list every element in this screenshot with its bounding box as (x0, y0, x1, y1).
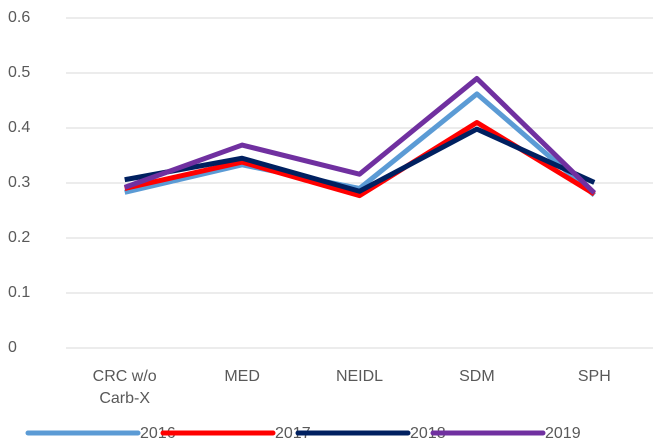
line-series (123, 76, 597, 195)
x-tick-label: SPH (577, 368, 611, 385)
y-tick-label: 0.1 (8, 284, 30, 301)
legend-label: 2017 (275, 425, 311, 442)
x-tick-label: NEIDL (335, 368, 384, 385)
legend-label: 2016 (140, 425, 176, 442)
legend-label: 2019 (545, 425, 581, 442)
x-tick-label: CRC w/o Carb-X (92, 368, 157, 407)
line-series (124, 126, 596, 194)
y-tick-label: 0.2 (8, 229, 30, 246)
y-tick-label: 0.3 (8, 174, 30, 191)
legend-label: 2018 (410, 425, 446, 442)
line-series (124, 91, 596, 197)
y-tick-label: 0 (8, 339, 17, 356)
y-tick-label: 0.5 (8, 64, 30, 81)
x-tick-label: MED (224, 368, 260, 385)
x-tick-label: SDM (459, 368, 495, 385)
y-tick-label: 0.4 (8, 119, 30, 136)
y-tick-label: 0.6 (8, 9, 30, 26)
